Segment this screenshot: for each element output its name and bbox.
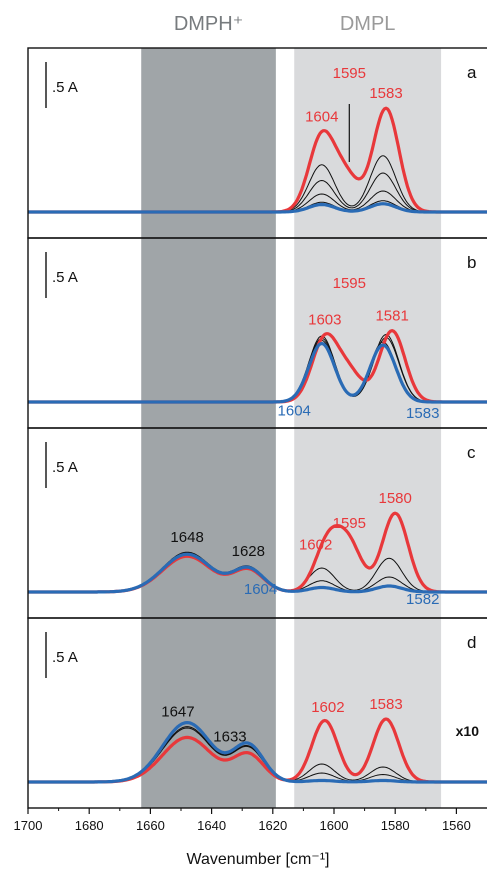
panel-a-letter: a: [467, 63, 477, 82]
panel-d-peak-label-0: 1633: [213, 728, 246, 745]
panel-a-peak-label-1: 1595: [333, 65, 366, 82]
panel-c-scalebar-label: .5 A: [52, 459, 78, 476]
x-axis-label: Wavenumber [cm⁻¹]: [187, 851, 330, 868]
panel-c-curves: [27, 511, 487, 594]
panel-c-curve-3: [27, 552, 487, 594]
panel-a-scalebar-label: .5 A: [52, 79, 78, 96]
x-tick-label-6: 1580: [381, 818, 410, 833]
x-tick-label-3: 1640: [197, 818, 226, 833]
panel-d-peak-label-3: 1583: [369, 696, 402, 713]
panel-c-peak-label-6: 1582: [406, 591, 439, 608]
panel-c-peak-label-1: 1628: [232, 543, 265, 560]
panel-b-curves: [27, 329, 487, 404]
band-label-0: DMPH⁺: [174, 13, 243, 35]
x-axis: 1700 1680 1660 1640 1620 1600 1580 1560: [14, 808, 471, 833]
panel-d-scalebar-label: .5 A: [52, 649, 78, 666]
panel-d-curve-3: [27, 721, 487, 784]
panel-b-curve-4: [27, 341, 487, 404]
panel-c-peak-label-2: 1604: [244, 581, 277, 598]
band-label-1: DMPL: [340, 13, 396, 35]
panel-c-peak-label-5: 1580: [379, 490, 412, 507]
panel-d-letter: d: [467, 633, 476, 652]
panel-b-letter: b: [467, 253, 476, 272]
panel-b-peak-label-3: 1604: [278, 402, 311, 419]
panel-a-peak-label-2: 1583: [369, 85, 402, 102]
panel-b-scalebar-label: .5 A: [52, 269, 78, 286]
panel-d-factor-label: x10: [456, 723, 480, 739]
x-tick-label-1: 1680: [75, 818, 104, 833]
panel-a-curves: [27, 106, 487, 214]
panel-c-peak-label-3: 1602: [299, 537, 332, 554]
x-tick-label-5: 1600: [320, 818, 349, 833]
panel-d-frame: [27, 617, 487, 809]
spectra-curves: [27, 106, 487, 784]
panel-b-peak-label-0: 1603: [308, 311, 341, 328]
panel-b-peak-label-1: 1595: [333, 275, 366, 292]
panel-c-letter: c: [467, 443, 476, 462]
panel-c-peak-label-0: 1648: [170, 529, 203, 546]
panel-b-peak-label-4: 1583: [406, 405, 439, 422]
panel-frames: .5 A a .5 A b .5 A c .5 A d x10: [27, 47, 487, 809]
panel-d-peak-label-1: 1647: [161, 704, 194, 721]
panel-a-curve-5: [27, 202, 487, 214]
panel-d-peak-label-2: 1602: [311, 699, 344, 716]
panel-a-peak-label-0: 1604: [305, 108, 338, 125]
x-tick-label-4: 1620: [258, 818, 287, 833]
panel-c-peak-label-4: 1595: [333, 515, 366, 532]
x-tick-label-2: 1660: [136, 818, 165, 833]
x-tick-label-7: 1560: [442, 818, 471, 833]
panel-b-peak-label-2: 1581: [375, 308, 408, 325]
panel-d-curves: [27, 717, 487, 784]
x-tick-label-0: 1700: [14, 818, 43, 833]
